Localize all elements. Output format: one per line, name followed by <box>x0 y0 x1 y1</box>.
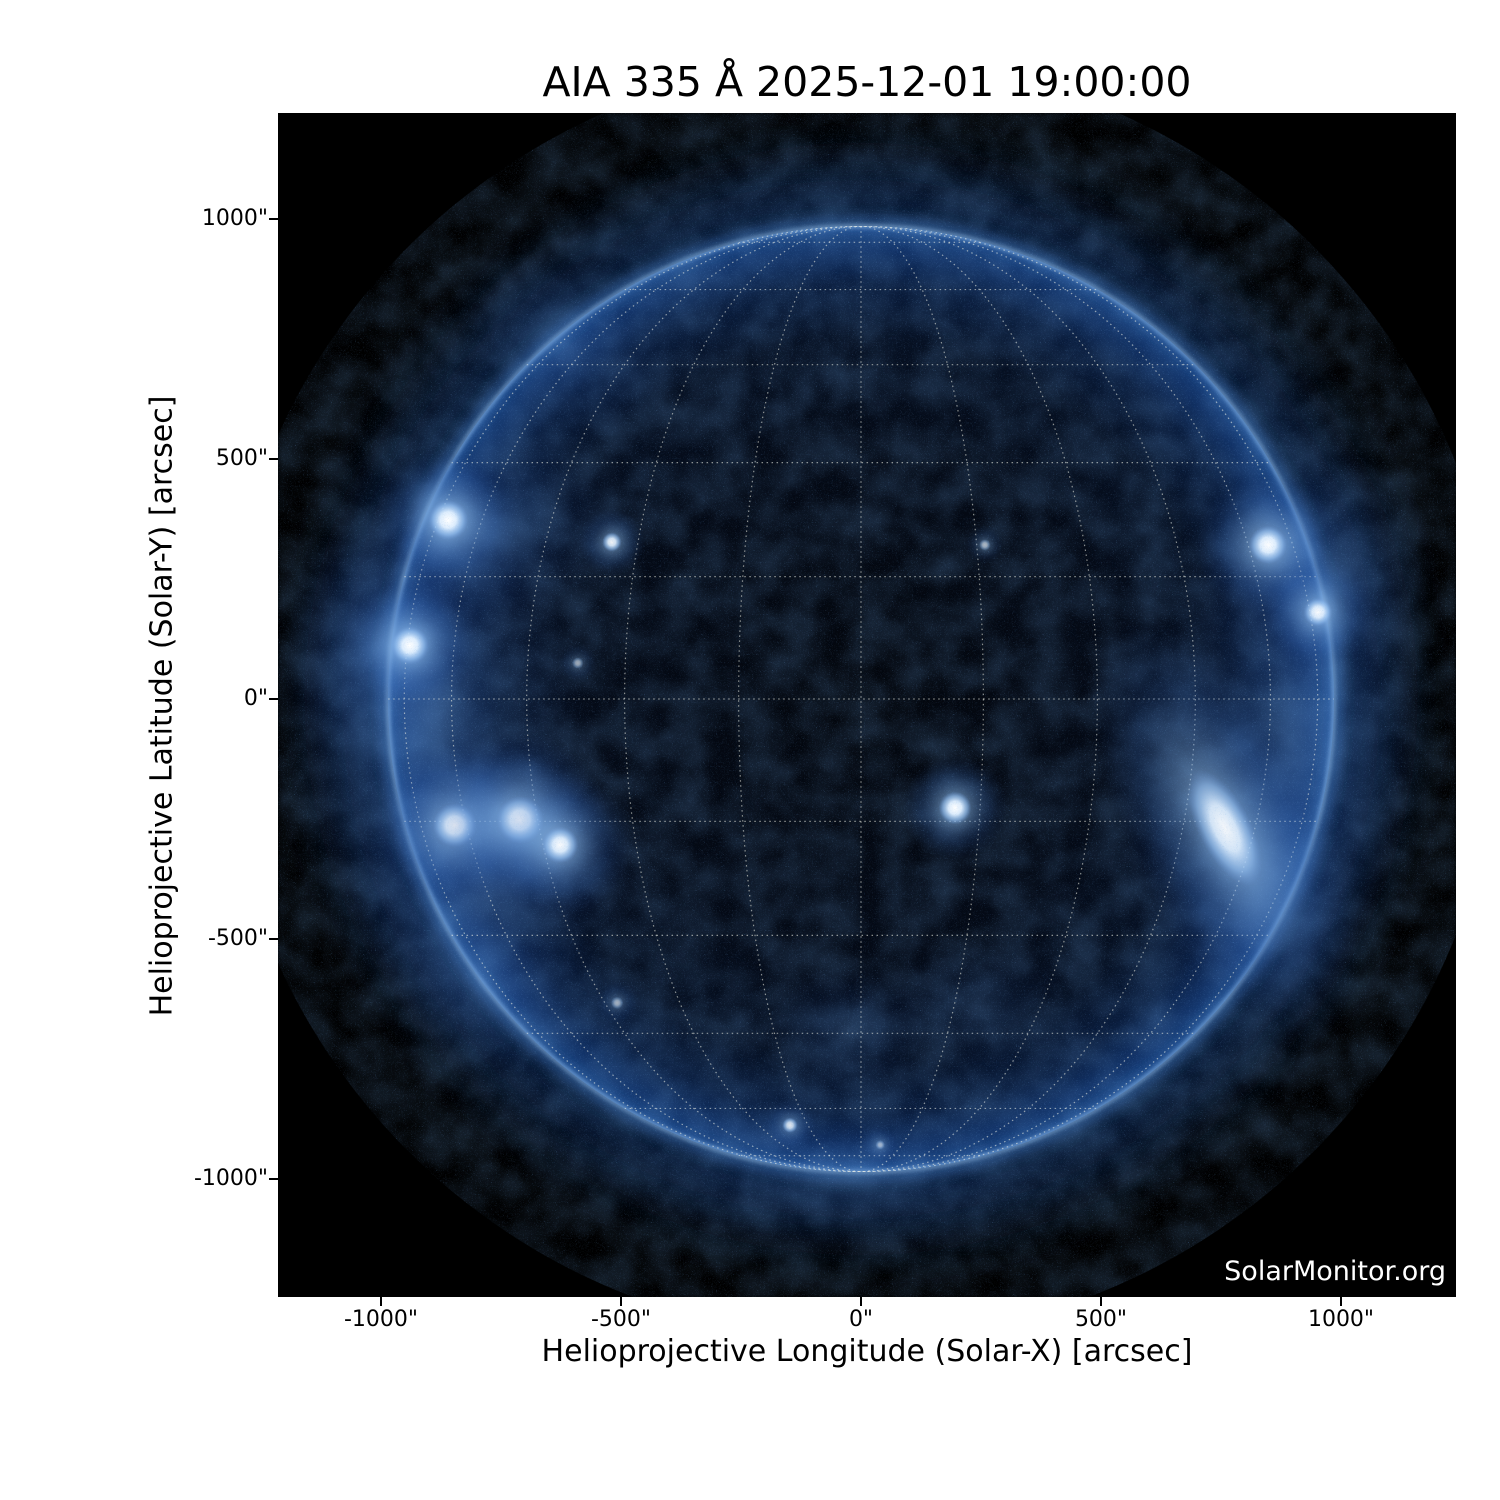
y-tick-label: -1000" <box>193 1166 268 1191</box>
x-tick-label: 1000" <box>1307 1307 1375 1332</box>
x-tick-mark <box>380 1297 382 1306</box>
plot-area: SolarMonitor.org <box>278 113 1456 1297</box>
y-tick-mark <box>269 458 278 460</box>
x-axis-label: Helioprojective Longitude (Solar-X) [arc… <box>541 1334 1193 1369</box>
x-tick-mark <box>620 1297 622 1306</box>
y-tick-label: 1000" <box>201 206 268 231</box>
y-tick-label: 500" <box>215 446 268 471</box>
x-tick-label: 0" <box>848 1307 874 1332</box>
x-tick-label: -500" <box>590 1307 652 1332</box>
y-tick-mark <box>269 938 278 940</box>
y-tick-label: 0" <box>243 686 268 711</box>
fine-noise-texture <box>278 113 1456 1297</box>
solar-image <box>278 113 1456 1297</box>
x-tick-mark <box>1100 1297 1102 1306</box>
plot-title: AIA 335 Å 2025-12-01 19:00:00 <box>542 58 1192 106</box>
y-tick-mark <box>269 698 278 700</box>
y-tick-mark <box>269 1178 278 1180</box>
x-tick-mark <box>1340 1297 1342 1306</box>
x-tick-label: 500" <box>1074 1307 1128 1332</box>
y-tick-mark <box>269 218 278 220</box>
x-tick-label: -1000" <box>343 1307 419 1332</box>
x-tick-mark <box>860 1297 862 1306</box>
y-tick-label: -500" <box>207 926 268 951</box>
watermark: SolarMonitor.org <box>1224 1256 1446 1287</box>
